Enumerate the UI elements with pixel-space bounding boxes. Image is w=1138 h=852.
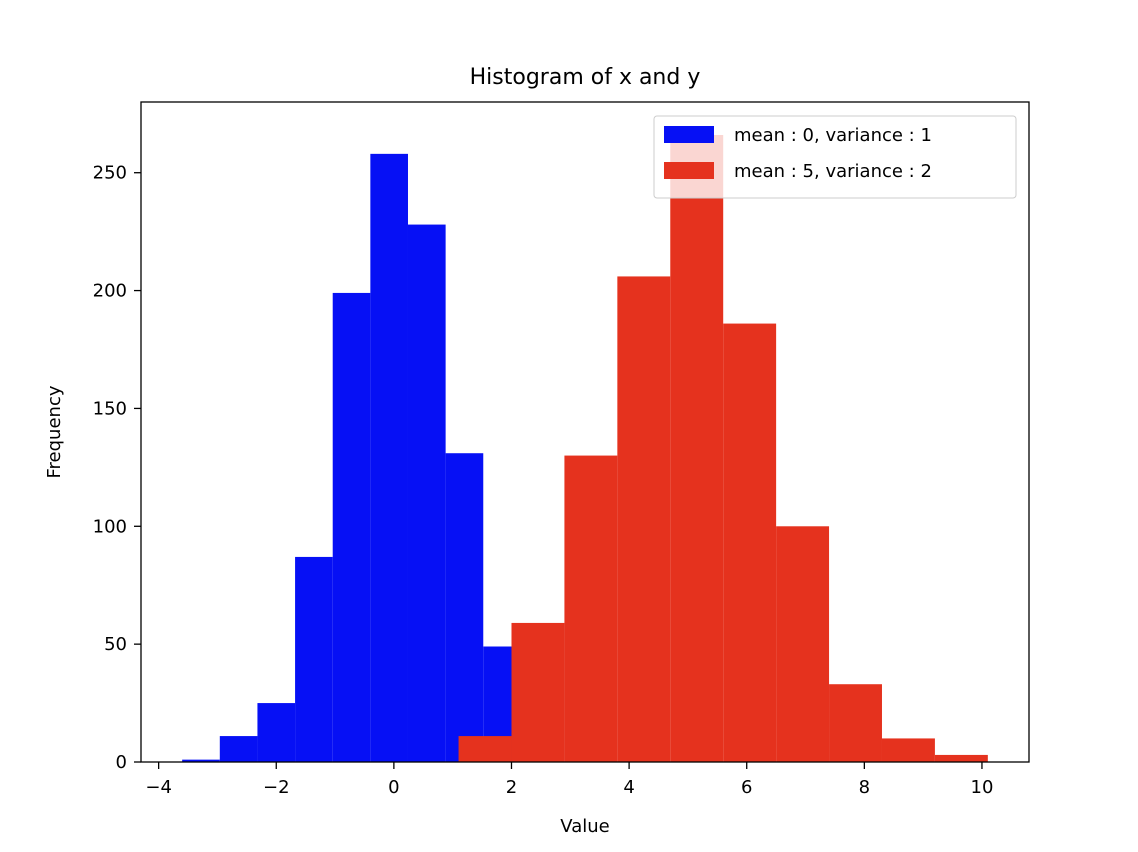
histogram-bar-series-0 (407, 224, 446, 763)
histogram-bar-series-0 (257, 703, 296, 762)
x-tick-label: 0 (388, 777, 399, 798)
x-tick-label: −4 (145, 777, 172, 798)
x-tick-label: 6 (741, 777, 752, 798)
histogram-bar-series-1 (564, 455, 618, 762)
y-axis-ticks: 0 50 100 150 200 250 (93, 163, 141, 773)
histogram-bar-series-0 (295, 556, 333, 762)
histogram-bar-series-0 (445, 453, 484, 762)
histogram-bar-series-0 (219, 736, 258, 762)
y-axis-label: Frequency (44, 385, 65, 478)
histogram-bar-series-0 (370, 153, 408, 762)
histogram-bar-series-0 (182, 759, 220, 762)
x-tick-label: 8 (859, 777, 870, 798)
x-tick-label: 4 (623, 777, 634, 798)
histogram-bar-series-1 (881, 738, 935, 762)
x-axis-ticks: −4 −2 0 2 4 6 8 10 (145, 762, 993, 798)
y-tick-label: 50 (104, 634, 127, 655)
legend-swatch-series-0 (664, 126, 714, 143)
x-tick-label: −2 (263, 777, 290, 798)
legend: mean : 0, variance : 1 mean : 5, varianc… (653, 115, 1017, 199)
x-tick-label: 2 (506, 777, 517, 798)
y-tick-label: 100 (93, 516, 127, 537)
bars-group (182, 135, 988, 763)
x-tick-label: 10 (971, 777, 994, 798)
histogram-bar-series-1 (511, 622, 565, 762)
histogram-bar-series-1 (723, 323, 777, 762)
y-tick-label: 150 (93, 398, 127, 419)
legend-box (653, 115, 1017, 199)
histogram-bar-series-0 (332, 292, 371, 762)
histogram-bar-series-1 (670, 135, 724, 762)
plot-frame (140, 101, 1030, 763)
histogram-bar-series-1 (458, 736, 512, 762)
y-tick-label: 0 (116, 752, 127, 773)
histogram-bar-series-1 (934, 754, 988, 762)
legend-label-series-0: mean : 0, variance : 1 (734, 125, 932, 146)
chart-title: Histogram of x and y (470, 65, 701, 90)
x-axis-label: Value (560, 816, 609, 837)
y-tick-label: 250 (93, 163, 127, 184)
y-tick-label: 200 (93, 281, 127, 302)
histogram-bar-series-1 (776, 526, 830, 762)
legend-swatch-series-1 (664, 162, 714, 179)
histogram-bar-series-1 (829, 684, 882, 762)
legend-label-series-1: mean : 5, variance : 2 (734, 161, 932, 182)
histogram-bar-series-1 (617, 276, 671, 762)
